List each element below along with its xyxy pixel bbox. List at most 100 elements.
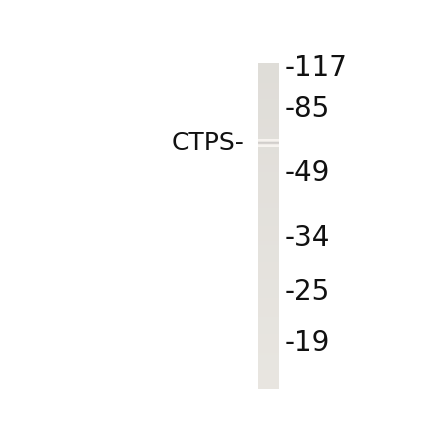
Bar xyxy=(258,105,279,107)
Bar xyxy=(258,339,279,340)
Bar xyxy=(258,73,279,74)
Bar xyxy=(258,199,279,200)
Bar xyxy=(258,188,279,189)
Bar xyxy=(258,112,279,113)
Bar xyxy=(258,163,279,164)
Bar xyxy=(258,318,279,320)
Bar xyxy=(258,387,279,388)
Bar xyxy=(258,360,279,361)
Bar xyxy=(258,315,279,316)
Bar xyxy=(258,145,279,146)
Bar xyxy=(258,84,279,85)
Bar xyxy=(258,326,279,327)
Bar xyxy=(258,265,279,266)
Bar xyxy=(258,247,279,248)
Bar xyxy=(258,166,279,168)
Bar xyxy=(258,241,279,243)
Bar xyxy=(258,223,279,224)
Bar xyxy=(258,384,279,385)
Bar xyxy=(258,133,279,134)
Bar xyxy=(258,185,279,186)
Bar xyxy=(258,359,279,360)
Bar xyxy=(258,107,279,108)
Bar xyxy=(258,159,279,160)
Bar xyxy=(258,271,279,272)
Bar xyxy=(258,259,279,260)
Bar xyxy=(258,71,279,72)
Bar xyxy=(258,215,279,217)
Bar xyxy=(258,231,279,232)
Bar xyxy=(258,187,279,188)
Bar xyxy=(258,91,279,93)
Bar xyxy=(258,128,279,129)
Bar xyxy=(258,182,279,183)
Bar xyxy=(258,344,279,346)
Bar xyxy=(258,352,279,353)
Bar xyxy=(258,208,279,209)
Bar xyxy=(258,333,279,334)
Bar xyxy=(258,101,279,102)
Bar xyxy=(258,140,279,142)
Bar xyxy=(258,332,279,333)
Bar xyxy=(258,192,279,194)
Bar xyxy=(258,346,279,347)
Bar xyxy=(258,183,279,184)
Bar xyxy=(258,347,279,348)
Bar xyxy=(258,301,279,302)
Bar xyxy=(258,302,279,303)
Bar xyxy=(258,227,279,228)
Bar xyxy=(258,290,279,292)
Bar xyxy=(258,329,279,330)
Bar xyxy=(258,64,279,65)
Bar xyxy=(258,100,279,101)
Bar xyxy=(258,257,279,258)
Bar xyxy=(258,379,279,381)
Bar xyxy=(258,177,279,178)
Bar xyxy=(258,217,279,218)
Bar xyxy=(258,86,279,87)
Bar xyxy=(258,203,279,204)
Bar xyxy=(258,304,279,306)
Bar xyxy=(258,180,279,182)
Bar xyxy=(258,248,279,249)
Bar xyxy=(258,376,279,377)
Bar xyxy=(258,173,279,174)
Bar xyxy=(258,206,279,208)
Bar xyxy=(258,153,279,154)
Bar xyxy=(258,146,279,147)
Bar xyxy=(258,366,279,367)
Bar xyxy=(258,212,279,213)
Bar xyxy=(258,375,279,376)
Bar xyxy=(258,232,279,234)
Bar xyxy=(258,279,279,280)
Bar xyxy=(258,381,279,383)
Bar xyxy=(258,175,279,176)
Bar xyxy=(258,220,279,222)
Bar xyxy=(258,284,279,285)
Bar xyxy=(258,367,279,368)
Bar xyxy=(258,168,279,170)
Bar xyxy=(258,276,279,277)
Bar xyxy=(258,72,279,73)
Bar xyxy=(258,299,279,300)
Bar xyxy=(258,289,279,290)
Bar xyxy=(258,350,279,351)
Bar xyxy=(258,323,279,324)
Bar xyxy=(258,313,279,314)
Bar xyxy=(258,312,279,313)
Bar xyxy=(258,123,279,124)
Bar xyxy=(258,335,279,336)
Bar xyxy=(258,98,279,99)
Bar xyxy=(258,67,279,68)
Bar xyxy=(258,340,279,341)
Bar xyxy=(258,363,279,364)
Bar xyxy=(258,122,279,123)
Bar xyxy=(258,152,279,153)
Bar xyxy=(258,255,279,257)
Bar xyxy=(258,150,279,151)
Bar xyxy=(258,139,279,140)
Bar xyxy=(258,160,279,161)
Bar xyxy=(258,111,279,112)
Bar xyxy=(258,222,279,223)
Bar xyxy=(258,239,279,240)
